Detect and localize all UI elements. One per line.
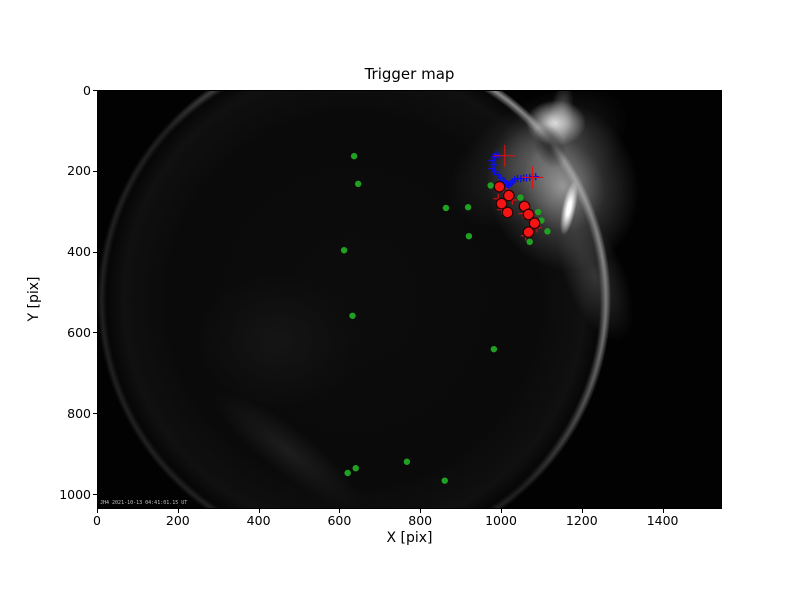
x-tick-mark xyxy=(97,509,98,513)
x-tick-label: 1400 xyxy=(646,513,679,528)
y-tick-mark xyxy=(93,251,97,253)
x-tick-label: 800 xyxy=(408,513,433,528)
green-dots-marker xyxy=(350,152,358,160)
y-tick-label: 400 xyxy=(67,244,91,260)
x-tick-mark xyxy=(339,509,341,513)
red-circles-marker xyxy=(528,217,541,230)
x-axis-label: X [pix] xyxy=(386,530,433,546)
x-tick-label: 200 xyxy=(165,513,190,528)
green-dots-marker xyxy=(441,477,448,484)
x-tick-mark xyxy=(501,509,502,513)
green-dots-marker xyxy=(490,345,498,353)
green-dots-marker xyxy=(534,208,542,216)
x-tick-label: 1200 xyxy=(565,513,598,528)
green-dots-marker xyxy=(544,228,551,235)
red-circles-marker xyxy=(501,206,514,219)
x-tick-mark xyxy=(581,509,583,513)
red-circles-marker xyxy=(493,180,506,193)
y-tick-label: 1000 xyxy=(59,486,91,502)
red-circles-marker xyxy=(495,197,508,210)
x-tick-label: 1000 xyxy=(485,513,517,528)
green-dots-marker xyxy=(442,204,450,212)
blue-plus-track-marker xyxy=(490,160,498,169)
blue-plus-track-marker xyxy=(532,173,540,181)
red-circles-marker xyxy=(522,226,535,238)
y-tick-mark xyxy=(93,494,97,496)
green-dots-marker xyxy=(526,238,533,246)
series-green-dots xyxy=(340,152,551,484)
blue-plus-track-marker xyxy=(491,167,499,176)
y-tick-mark xyxy=(93,332,97,334)
plot-title: Trigger map xyxy=(364,65,455,83)
y-tick-label: 800 xyxy=(67,405,91,421)
series-red-circles xyxy=(493,180,541,238)
red-plus-large-marker xyxy=(493,144,516,167)
y-tick-mark xyxy=(93,413,97,415)
scatter-marker-layer xyxy=(340,144,551,484)
x-tick-label: 600 xyxy=(327,513,352,528)
camera-timestamp-overlay: JH4 2021-10-13 04:41:01.15 UT xyxy=(100,500,188,506)
green-dots-marker xyxy=(517,194,524,201)
green-dots-marker xyxy=(465,232,473,240)
red-circles-marker xyxy=(522,208,535,221)
y-axis-label: Y [pix] xyxy=(26,276,42,322)
green-dots-marker xyxy=(403,458,411,465)
green-dots-marker xyxy=(487,182,494,189)
y-tick-mark xyxy=(93,170,97,172)
x-tick-mark xyxy=(662,509,664,513)
x-tick-label: 400 xyxy=(246,513,271,528)
red-plus-large-marker xyxy=(521,166,544,189)
y-tick-label: 0 xyxy=(83,82,91,98)
blue-plus-track-marker xyxy=(488,156,496,165)
y-tick-label: 600 xyxy=(67,324,91,340)
green-dots-marker xyxy=(349,312,356,320)
x-tick-label: 0 xyxy=(93,513,101,528)
red-circles-marker xyxy=(502,189,515,202)
x-tick-mark xyxy=(258,509,260,513)
green-dots-marker xyxy=(340,247,348,254)
x-tick-mark xyxy=(177,509,179,513)
series-red-plus-large xyxy=(493,144,544,189)
green-dots-marker xyxy=(354,180,362,188)
green-dots-marker xyxy=(464,203,472,211)
green-dots-marker xyxy=(352,464,359,472)
x-tick-mark xyxy=(420,509,422,513)
y-tick-label: 200 xyxy=(67,163,91,179)
green-dots-marker xyxy=(344,469,351,477)
y-tick-mark xyxy=(93,90,97,91)
plot-area: JH4 2021-10-13 04:41:01.15 UT xyxy=(97,90,722,509)
